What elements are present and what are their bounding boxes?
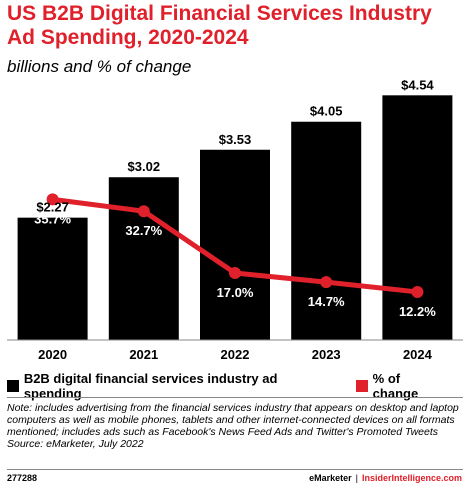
change-point-2023 [320,276,333,289]
footer-brand: eMarketer | InsiderIntelligence.com [309,473,462,483]
change-label-2020: 35.7% [34,211,71,226]
change-point-2021 [137,205,150,218]
change-label-2024: 12.2% [399,304,436,319]
brand-emarketer: eMarketer [309,473,352,483]
legend: B2B digital financial services industry … [7,371,470,401]
x-tick-label-2021: 2021 [129,347,158,362]
legend-swatch-line [355,380,368,392]
note-text: Note: includes advertising from the fina… [7,402,459,438]
divider-top [7,397,463,398]
brand-separator: | [355,473,358,483]
bar-value-label-2023: $4.05 [310,104,343,119]
bar-value-label-2022: $3.53 [219,132,252,147]
source-text: Source: eMarketer, July 2022 [7,438,144,450]
bar-value-label-2024: $4.54 [401,77,434,92]
legend-item-line: % of change [355,371,448,401]
x-tick-label-2024: 2024 [403,347,433,362]
x-tick-label-2022: 2022 [221,347,250,362]
chart-id: 277288 [7,473,38,483]
combo-chart: $2.27 2020 $3.02 2021 $3.53 2022 $4.05 2023 $4.5… [7,77,463,362]
labels-layer: $2.27 2020 $3.02 2021 $3.53 2022 $4.05 2023 $4.5… [34,77,436,362]
x-tick-label-2020: 2020 [38,347,67,362]
bar-2023 [291,121,362,340]
note-block: Note: includes advertising from the fina… [7,402,465,450]
bar-value-label-2021: $3.02 [128,159,161,174]
bar-2024 [382,95,453,340]
change-label-2022: 17.0% [217,285,254,300]
bar-2020 [17,217,88,340]
x-tick-label-2023: 2023 [312,347,341,362]
brand-insider-intelligence: InsiderIntelligence.com [361,473,462,483]
chart-title: US B2B Digital Financial Services Indust… [7,2,432,49]
legend-swatch-bars [7,380,19,392]
line-layer [46,193,424,298]
change-point-2020 [46,193,59,206]
change-point-2024 [411,285,424,298]
bars-layer [17,95,453,340]
bar-2022 [200,149,270,340]
divider-bottom [7,469,463,470]
change-point-2022 [229,267,241,280]
change-label-2023: 14.7% [308,294,345,309]
chart-subtitle: billions and % of change [7,57,192,76]
bar-2021 [108,177,179,340]
bar-value-label-2020: $2.27 [36,200,69,215]
change-label-2021: 32.7% [125,223,162,238]
